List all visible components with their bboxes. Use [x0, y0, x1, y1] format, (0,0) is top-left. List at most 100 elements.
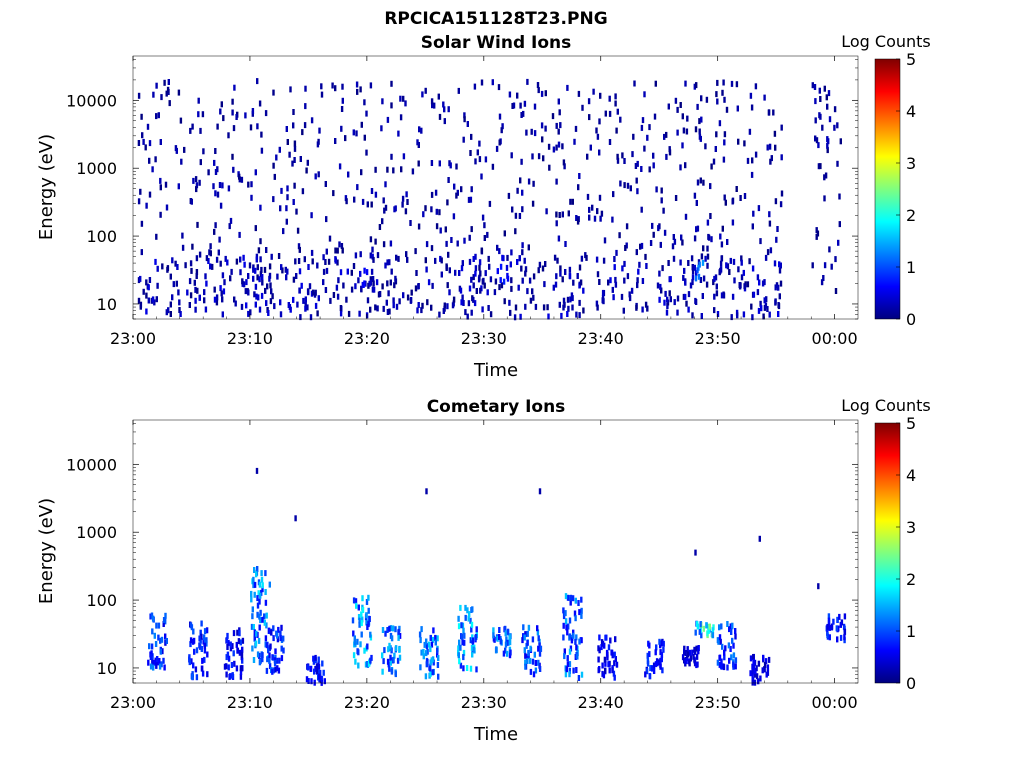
heatmap-cell	[153, 659, 156, 666]
heatmap-cell	[339, 269, 343, 276]
heatmap-cell	[426, 648, 429, 655]
heatmap-cell	[754, 83, 758, 90]
heatmap-cell	[758, 279, 761, 286]
heatmap-cell	[253, 291, 256, 298]
heatmap-cell	[257, 590, 260, 597]
heatmap-cell	[256, 611, 259, 618]
heatmap-cell	[424, 205, 427, 212]
heatmap-cell	[778, 267, 782, 274]
heatmap-cell	[309, 665, 312, 672]
heatmap-cell	[717, 638, 720, 645]
heatmap-cell	[755, 665, 758, 672]
colorbar-tick-label: 3	[906, 518, 916, 537]
heatmap-cell	[832, 618, 835, 625]
heatmap-cell	[431, 669, 434, 676]
heatmap-cell	[718, 624, 721, 631]
heatmap-cell	[280, 187, 283, 194]
heatmap-cell	[467, 615, 470, 622]
heatmap-cell	[157, 112, 160, 119]
heatmap-cell	[307, 678, 310, 684]
heatmap-cell	[566, 655, 569, 662]
heatmap-cell	[231, 109, 234, 116]
heatmap-cell	[443, 302, 446, 309]
heatmap-cell	[731, 219, 735, 226]
heatmap-cell	[151, 628, 154, 635]
heatmap-cell	[304, 103, 307, 110]
heatmap-cell	[267, 647, 270, 654]
heatmap-cell	[723, 96, 726, 103]
heatmap-cell	[639, 243, 642, 250]
heatmap-cell	[451, 302, 455, 309]
heatmap-cell	[334, 257, 337, 264]
heatmap-cell	[195, 647, 199, 654]
heatmap-cell	[213, 296, 217, 303]
heatmap-cell	[176, 264, 179, 270]
heatmap-cell	[147, 297, 150, 304]
heatmap-cell	[507, 192, 511, 199]
heatmap-cell	[418, 631, 422, 638]
heatmap-cell	[777, 302, 780, 308]
x-axis-label: Time	[473, 724, 518, 745]
heatmap-cell	[752, 291, 756, 298]
heatmap-cell	[510, 249, 513, 256]
heatmap-cell	[245, 302, 248, 309]
heatmap-cell	[265, 642, 269, 649]
heatmap-cell	[566, 661, 570, 668]
heatmap-cell	[613, 264, 616, 271]
heatmap-cell	[826, 147, 829, 154]
heatmap-cell	[160, 94, 163, 101]
heatmap-cell	[529, 645, 532, 652]
heatmap-cell	[305, 167, 308, 174]
heatmap-cell	[249, 309, 252, 316]
heatmap-cell	[422, 211, 425, 218]
heatmap-cell	[684, 279, 687, 286]
heatmap-cell	[601, 290, 605, 297]
heatmap-cell	[580, 612, 583, 619]
heatmap-cell	[189, 292, 193, 299]
heatmap-cell	[562, 634, 565, 641]
heatmap-cell	[214, 148, 217, 154]
heatmap-cell	[248, 262, 252, 269]
heatmap-cell	[674, 97, 678, 104]
heatmap-cell	[571, 304, 574, 311]
heatmap-cell	[479, 270, 482, 277]
heatmap-cell	[687, 306, 690, 313]
heatmap-cell	[320, 91, 324, 98]
heatmap-cell	[817, 163, 821, 170]
heatmap-cell	[358, 621, 361, 628]
heatmap-cell	[616, 153, 619, 160]
heatmap-cell	[827, 90, 831, 97]
heatmap-cell	[159, 139, 162, 145]
heatmap-cell	[537, 267, 540, 274]
heatmap-cell	[443, 118, 446, 125]
heatmap-cell	[406, 256, 409, 263]
heatmap-cell	[169, 311, 172, 317]
heatmap-cell	[685, 300, 688, 307]
heatmap-cell	[723, 194, 726, 201]
heatmap-cell	[439, 255, 442, 262]
heatmap-cell	[457, 645, 460, 652]
heatmap-cell	[516, 187, 519, 194]
heatmap-cell	[578, 638, 581, 645]
heatmap-cell	[718, 269, 721, 276]
heatmap-cell	[532, 294, 535, 301]
heatmap-cell	[815, 227, 818, 234]
heatmap-cell	[623, 277, 626, 284]
heatmap-cell	[297, 243, 301, 250]
heatmap-cell	[714, 274, 718, 281]
heatmap-cell	[611, 286, 614, 293]
heatmap-cell	[566, 84, 569, 91]
heatmap-cell	[555, 220, 558, 227]
heatmap-cell	[743, 140, 746, 147]
heatmap-cell	[683, 657, 687, 664]
heatmap-cell	[292, 296, 295, 303]
heatmap-cell	[354, 283, 357, 290]
heatmap-cell	[374, 304, 377, 311]
heatmap-cell	[763, 666, 766, 673]
heatmap-cell	[276, 632, 279, 639]
heatmap-cell	[346, 268, 349, 275]
heatmap-cell	[411, 168, 415, 175]
heatmap-cell	[415, 270, 418, 276]
heatmap-cell	[462, 300, 465, 306]
heatmap-cell	[191, 243, 194, 250]
